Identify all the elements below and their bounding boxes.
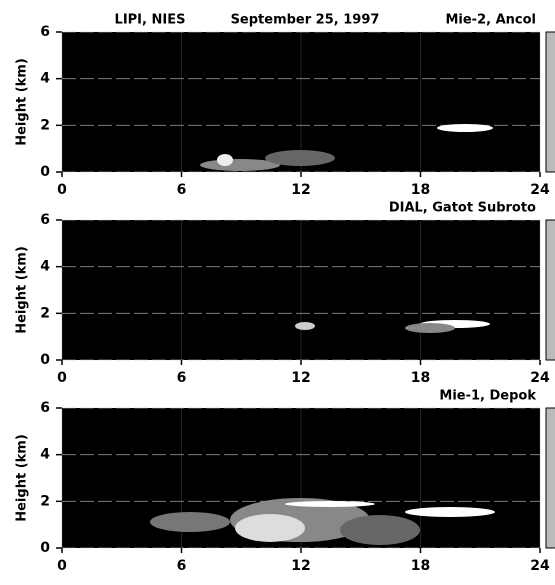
panel-title: DIAL, Gatot Subroto bbox=[389, 201, 536, 216]
x-tick-label: 18 bbox=[411, 370, 430, 386]
echo bbox=[405, 323, 455, 333]
y-tick-label: 6 bbox=[40, 212, 50, 228]
x-tick-label: 0 bbox=[57, 558, 67, 574]
y-tick-label: 0 bbox=[40, 540, 50, 556]
x-tick-label: 24 bbox=[530, 182, 550, 198]
x-tick-label: 6 bbox=[177, 370, 187, 386]
y-tick-label: 6 bbox=[40, 400, 50, 416]
echoes bbox=[150, 124, 495, 545]
x-tick-label: 12 bbox=[291, 370, 310, 386]
echo bbox=[340, 515, 420, 545]
echo bbox=[405, 507, 495, 517]
echo bbox=[295, 322, 315, 330]
x-tick-label: 0 bbox=[57, 370, 67, 386]
y-tick-label: 2 bbox=[40, 117, 50, 133]
echo bbox=[217, 154, 233, 166]
x-tick-label: 18 bbox=[411, 182, 430, 198]
y-tick-label: 4 bbox=[40, 447, 50, 463]
x-tick-label: 18 bbox=[411, 558, 430, 574]
y-axis-label: Height (km) bbox=[15, 434, 30, 522]
y-tick-label: 2 bbox=[40, 305, 50, 321]
y-tick-label: 0 bbox=[40, 164, 50, 180]
echo bbox=[265, 150, 335, 166]
y-tick-label: 2 bbox=[40, 493, 50, 509]
y-tick-label: 4 bbox=[40, 71, 50, 87]
x-tick-label: 24 bbox=[530, 558, 550, 574]
colorbar bbox=[545, 31, 555, 173]
colorbar bbox=[545, 407, 555, 549]
echo bbox=[150, 512, 230, 532]
panel-title: Mie-2, Ancol bbox=[445, 13, 536, 28]
y-axis-label: Height (km) bbox=[15, 58, 30, 146]
x-tick-label: 0 bbox=[57, 182, 67, 198]
y-tick-label: 4 bbox=[40, 259, 50, 275]
echo bbox=[285, 501, 375, 507]
x-tick-label: 12 bbox=[291, 558, 310, 574]
x-tick-label: 6 bbox=[177, 558, 187, 574]
y-tick-label: 6 bbox=[40, 24, 50, 40]
annotation: September 25, 1997 bbox=[231, 13, 380, 28]
x-tick-label: 6 bbox=[177, 182, 187, 198]
echo bbox=[235, 514, 305, 542]
x-tick-label: 12 bbox=[291, 182, 310, 198]
annotation: LIPI, NIES bbox=[115, 13, 186, 28]
echo bbox=[437, 124, 493, 132]
y-axis-label: Height (km) bbox=[15, 246, 30, 334]
y-tick-label: 0 bbox=[40, 352, 50, 368]
x-tick-label: 24 bbox=[530, 370, 550, 386]
colorbar bbox=[545, 219, 555, 361]
panel-title: Mie-1, Depok bbox=[439, 389, 536, 404]
